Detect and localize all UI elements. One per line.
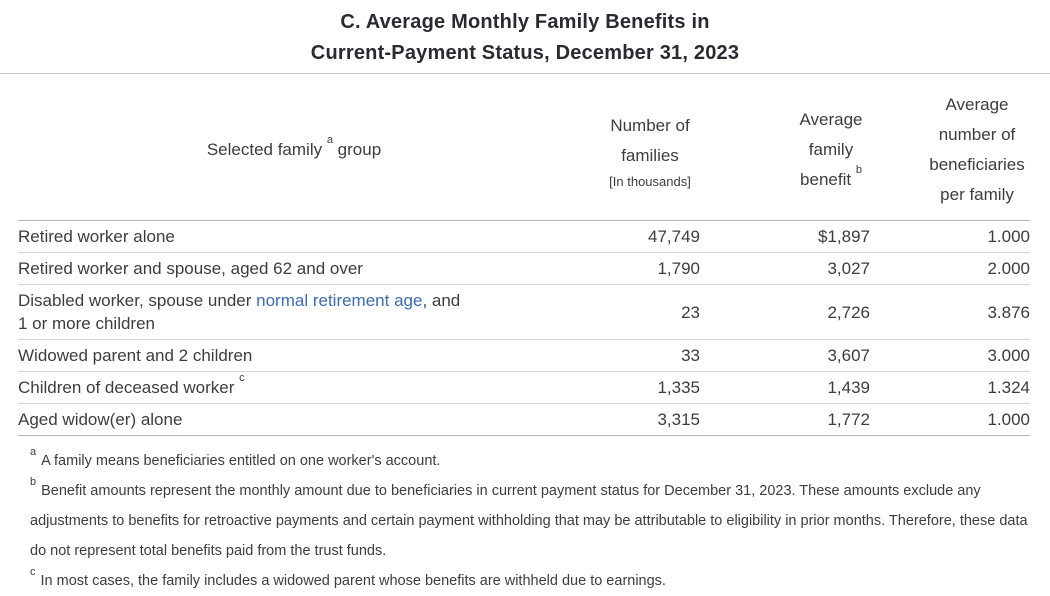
beneficiaries-cell: 3.000 [987,346,1030,365]
benefit-cell: 1,772 [827,410,870,429]
header-row: Selected family a group Number of famili… [18,74,1030,221]
family-group-label: Widowed parent and 2 children [18,346,253,365]
family-group-label-cont: , and [422,291,461,310]
table-row: Retired worker alone 47,749 $1,897 1.000 [18,221,1030,253]
beneficiaries-cell: 1.324 [987,378,1030,397]
benefit-header-label: Average family benefit [799,110,863,189]
family-group-cell: Retired worker and spouse, aged 62 and o… [18,253,570,285]
footnote-c: c In most cases, the family includes a wi… [30,566,1030,596]
table-header: Selected family a group Number of famili… [18,74,1030,221]
family-group-label: Disabled worker, spouse under [18,291,257,310]
families-cell: 1,790 [657,259,700,278]
family-group-label: Retired worker alone [18,227,175,246]
family-group-cell: Children of deceased worker c [18,372,570,404]
col-header-family-group: Selected family a group [18,74,570,221]
table-row: Children of deceased worker c 1,335 1,43… [18,371,1030,404]
col-header-benefit: Average family benefit b [700,74,870,221]
family-group-label: Aged widow(er) alone [18,410,183,429]
footnote-ref-c: c [239,372,245,385]
benefit-cell: 1,439 [827,378,870,397]
family-group-label: Children of deceased worker [18,378,240,397]
col-header-families: Number of families [In thousands] [570,74,700,221]
family-group-label-line2: 1 or more children [18,314,156,333]
beneficiaries-cell: 1.000 [987,227,1030,246]
avg-beneficiaries-header-label: Average number of beneficiaries per fami… [929,95,1025,204]
col-header-avg-beneficiaries: Average number of beneficiaries per fami… [870,74,1030,221]
footnote-a: a A family means beneficiaries entitled o… [30,446,1030,476]
benefit-cell: 3,027 [827,259,870,278]
beneficiaries-cell: 1.000 [987,410,1030,429]
footnote-b-text: Benefit amounts represent the monthly am… [30,483,1028,559]
family-group-cell: Widowed parent and 2 children [18,340,570,372]
table-body: Retired worker alone 47,749 $1,897 1.000… [18,221,1030,436]
table-title: C. Average Monthly Family Benefits in Cu… [0,0,1050,69]
benefit-cell: 3,607 [827,346,870,365]
family-group-cell: Disabled worker, spouse under normal ret… [18,285,570,340]
family-group-header-text: Selected family [206,140,327,159]
family-group-header-text-2: group [332,140,382,159]
table-row: Retired worker and spouse, aged 62 and o… [18,252,1030,285]
footnote-marker-b: b [30,476,37,489]
beneficiaries-cell: 3.876 [987,302,1030,322]
title-line-2: Current-Payment Status, December 31, 202… [310,42,740,64]
families-header-unit-note: [In thousands] [609,173,691,189]
footnote-b: bBenefit amounts represent the monthly a… [30,476,1030,566]
footnote-c-text: In most cases, the family includes a wid… [40,573,666,589]
normal-retirement-age-link[interactable]: normal retirement age [256,291,423,310]
table-row: Widowed parent and 2 children 33 3,607 3… [18,339,1030,372]
beneficiaries-cell: 2.000 [987,259,1030,278]
table-row: Disabled worker, spouse under normal ret… [18,284,1030,340]
benefits-table: Selected family a group Number of famili… [18,74,1030,436]
family-group-cell: Retired worker alone [18,221,570,253]
footnote-marker-a: a [30,446,37,459]
title-line-1: C. Average Monthly Family Benefits in [340,11,710,33]
benefit-cell: $1,897 [818,227,870,246]
title-divider [0,73,1050,74]
families-cell: 33 [681,346,700,365]
footnote-ref-a: a [326,134,333,147]
families-header-label: Number of families [610,115,690,165]
benefit-cell: 2,726 [827,302,870,322]
footnotes: a A family means beneficiaries entitled o… [30,446,1030,596]
family-group-label: Retired worker and spouse, aged 62 and o… [18,259,363,278]
families-cell: 3,315 [657,410,700,429]
footnote-ref-b: b [855,164,862,177]
table-row: Aged widow(er) alone 3,315 1,772 1.000 [18,403,1030,436]
footnote-marker-c: c [30,566,36,579]
footnote-a-text: A family means beneficiaries entitled on… [41,453,441,469]
families-cell: 47,749 [648,227,700,246]
families-cell: 1,335 [657,378,700,397]
family-group-cell: Aged widow(er) alone [18,404,570,436]
families-cell: 23 [681,302,700,322]
